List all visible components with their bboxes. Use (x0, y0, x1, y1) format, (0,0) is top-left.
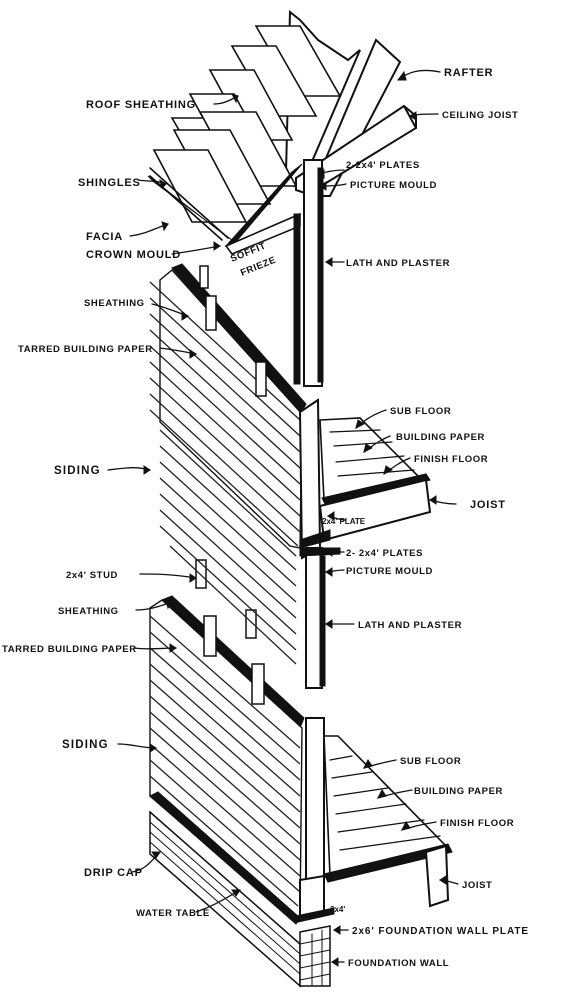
label-plates-mid: 2- 2x4' PLATES (346, 548, 423, 559)
label-building-paper-lower: BUILDING PAPER (414, 786, 503, 797)
siding-lower (149, 615, 301, 907)
label-siding-lower: SIDING (62, 739, 109, 751)
label-water-table: WATER TABLE (136, 908, 210, 919)
label-siding-upper: SIDING (54, 465, 101, 477)
label-finish-floor-lower: FINISH FLOOR (440, 818, 514, 829)
label-roof-sheathing: ROOF SHEATHING (86, 99, 196, 111)
label-plate-2x4: 2x4' PLATE (322, 517, 366, 526)
middle-wall (149, 445, 341, 919)
label-foundation-plate: 2x6' FOUNDATION WALL PLATE (352, 926, 529, 937)
label-building-paper-upper: BUILDING PAPER (396, 432, 485, 443)
label-joist-upper: JOIST (470, 499, 506, 511)
label-joist-lower: JOIST (462, 880, 492, 891)
label-finish-floor-upper: FINISH FLOOR (414, 454, 488, 465)
arrow-icon (143, 70, 447, 967)
siding-upper (149, 281, 301, 557)
label-shingles: SHINGLES (78, 177, 141, 189)
label-lath-plaster-top: LATH AND PLASTER (346, 258, 450, 269)
label-tarred-paper-lower: TARRED BUILDING PAPER (2, 644, 137, 655)
lath-plaster-upper (317, 167, 324, 383)
label-picture-mould-top: PICTURE MOULD (350, 180, 437, 191)
label-sheathing-lower: SHEATHING (58, 606, 119, 617)
label-foundation-wall: FOUNDATION WALL (348, 958, 449, 969)
finish-floor-lower (323, 843, 453, 883)
joist-lower (424, 844, 450, 908)
label-picture-mould-mid: PICTURE MOULD (346, 566, 433, 577)
upper-wall (149, 159, 432, 560)
label-ceiling-joist: CEILING JOIST (442, 110, 518, 121)
drip-cap (149, 791, 301, 925)
roof-assembly (147, 9, 417, 385)
label-drip-cap: DRIP CAP (84, 867, 143, 879)
label-sheathing-upper: SHEATHING (84, 298, 145, 309)
frieze (293, 213, 301, 385)
shingles (149, 111, 298, 241)
joist-upper (318, 478, 432, 542)
label-lath-plaster-mid: LATH AND PLASTER (358, 620, 462, 631)
interior-wall-lower (305, 717, 325, 887)
label-stud-2x4-short: 2x4' (330, 905, 345, 914)
label-crown-mould: CROWN MOULD (86, 249, 181, 261)
label-tarred-paper-upper: TARRED BUILDING PAPER (18, 344, 153, 355)
label-plates-top: 2-2x4' PLATES (346, 160, 420, 171)
label-stud: 2x4' STUD (66, 570, 118, 581)
label-facia: FACIA (86, 231, 123, 243)
label-sub-floor-upper: SUB FLOOR (390, 406, 451, 417)
label-rafter: RAFTER (444, 67, 493, 79)
lath-plaster-mid (319, 555, 326, 687)
label-sub-floor-lower: SUB FLOOR (400, 756, 461, 767)
